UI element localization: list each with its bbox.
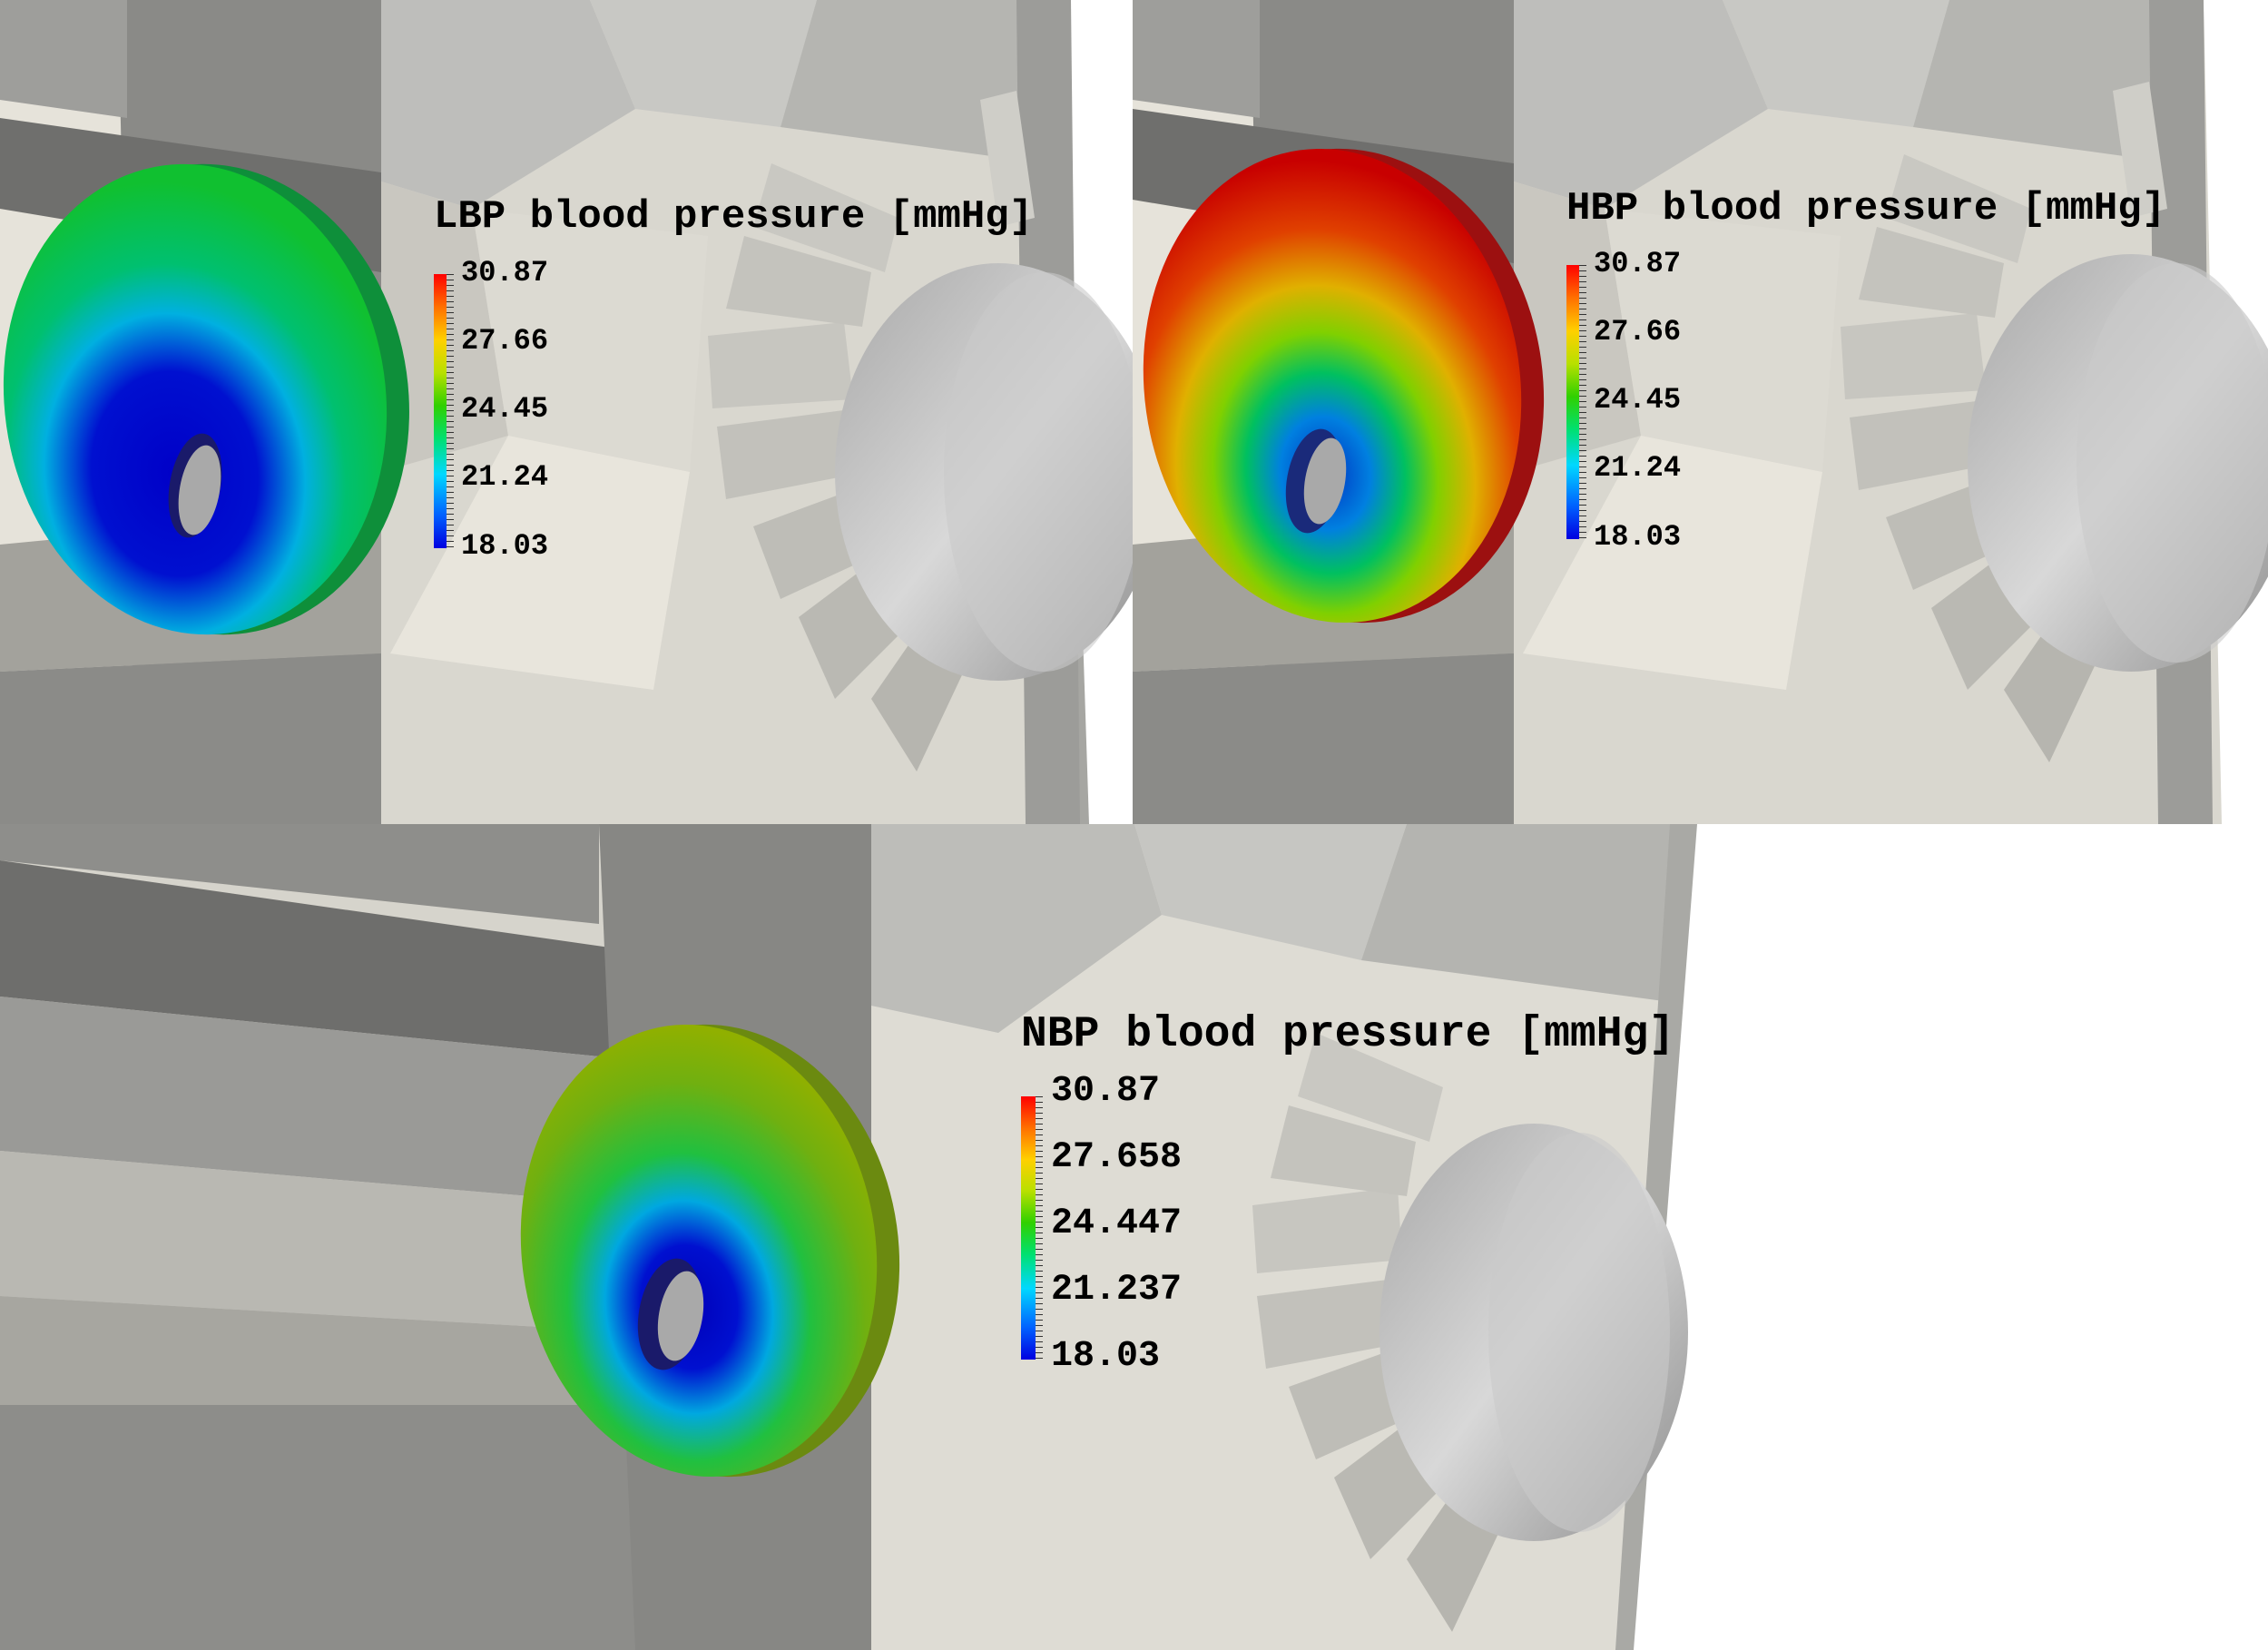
nbp-colorbar-label-2: 27.658: [1051, 1137, 1183, 1178]
hbp-render-panel[interactable]: HBP blood pressure [mmHg] 30.87 27.66 24…: [1133, 0, 2268, 824]
nbp-colorbar-ticks: [1036, 1096, 1043, 1360]
empty-canvas-area: [1697, 824, 2268, 1650]
hbp-colorbar-label-4: 21.24: [1594, 451, 1682, 485]
lbp-colorbar: [434, 274, 447, 548]
lbp-legend-title: LBP blood pressure [mmHg]: [434, 194, 1034, 240]
lbp-mesh-scene: [0, 0, 1133, 824]
hbp-colorbar-label-2: 27.66: [1594, 315, 1682, 349]
lbp-colorbar-ticks: [447, 274, 454, 548]
hbp-colorbar-ticks: [1579, 265, 1586, 539]
lbp-render-panel[interactable]: LBP blood pressure [mmHg] 30.87 27.66 24…: [0, 0, 1133, 824]
nbp-legend-title: NBP blood pressure [mmHg]: [1021, 1010, 1675, 1059]
nbp-colorbar-label-min: 18.03: [1051, 1336, 1161, 1377]
nbp-colorbar-label-3: 24.447: [1051, 1203, 1183, 1244]
nbp-colorbar: [1021, 1096, 1036, 1360]
nbp-colorbar-label-max: 30.87: [1051, 1071, 1161, 1112]
lbp-colorbar-label-max: 30.87: [461, 256, 549, 290]
hbp-colorbar-label-max: 30.87: [1594, 247, 1682, 280]
hbp-colorbar-label-min: 18.03: [1594, 520, 1682, 554]
lbp-colorbar-label-4: 21.24: [461, 460, 549, 494]
lbp-colorbar-label-3: 24.45: [461, 392, 549, 426]
hbp-colorbar: [1566, 265, 1579, 539]
nbp-colorbar-label-4: 21.237: [1051, 1270, 1183, 1311]
nbp-render-panel[interactable]: NBP blood pressure [mmHg] 30.87 27.658 2…: [0, 824, 1697, 1650]
lbp-colorbar-label-2: 27.66: [461, 324, 549, 358]
hbp-legend-title: HBP blood pressure [mmHg]: [1566, 186, 2166, 231]
lbp-colorbar-label-min: 18.03: [461, 529, 549, 563]
hbp-colorbar-label-3: 24.45: [1594, 383, 1682, 417]
nbp-mesh-scene: [0, 824, 1697, 1650]
hbp-mesh-scene: [1133, 0, 2268, 824]
